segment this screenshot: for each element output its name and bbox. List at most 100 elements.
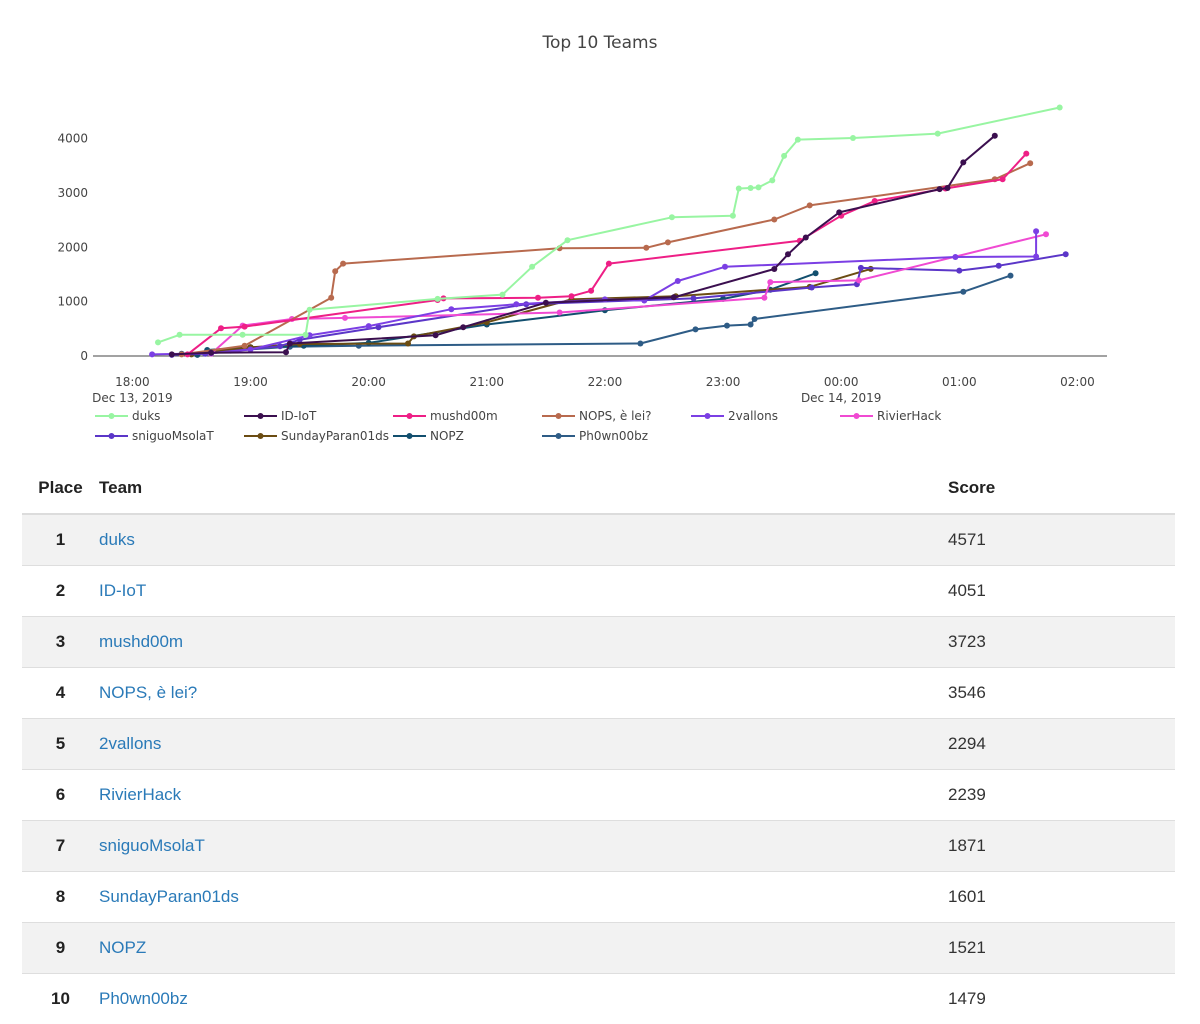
team-cell: NOPZ [99,923,948,974]
team-link[interactable]: mushd00m [99,632,183,651]
data-point [588,288,594,294]
data-point [283,349,289,355]
place-cell: 2 [22,566,99,617]
legend-item: mushd00m [393,409,498,423]
data-point [858,265,864,271]
column-header-team[interactable]: Team [99,463,948,514]
data-point [569,293,575,299]
data-point [149,351,155,357]
data-point [761,295,767,301]
data-point [328,295,334,301]
legend-item: RivierHack [840,409,941,423]
legend-item: NOPS, è lei? [542,409,652,423]
x-tick-label: 02:00 [1060,375,1095,389]
data-point [795,137,801,143]
legend-marker [854,413,860,419]
table-row: 7 sniguoMsolaT 1871 [22,821,1175,872]
column-header-score[interactable]: Score [948,463,1175,514]
data-point [960,159,966,165]
legend-marker [109,433,115,439]
table-row: 8 SundayParan01ds 1601 [22,872,1175,923]
data-point [809,285,815,291]
place-cell: 3 [22,617,99,668]
y-tick-label: 3000 [57,186,88,200]
data-point [807,202,813,208]
data-point [671,294,677,300]
data-point [177,332,183,338]
place-cell: 9 [22,923,99,974]
data-point [287,341,293,347]
team-link[interactable]: Ph0wn00bz [99,989,188,1008]
data-point [500,292,506,298]
score-cell: 3546 [948,668,1175,719]
legend-item: SundayParan01ds [244,429,389,443]
data-point [756,184,762,190]
data-point [752,316,758,322]
data-point [242,324,248,330]
table-row: 4 NOPS, è lei? 3546 [22,668,1175,719]
team-link[interactable]: SundayParan01ds [99,887,239,906]
scoreboard-rows: 1 duks 4571 2 ID-IoT 4051 3 mushd00m 372… [22,514,1175,1024]
legend-label: RivierHack [877,409,941,423]
team-link[interactable]: 2vallons [99,734,161,753]
table-header-row: Place Team Score [22,463,1175,514]
data-point [1033,228,1039,234]
series-layer [149,105,1069,358]
place-cell: 8 [22,872,99,923]
team-link[interactable]: duks [99,530,135,549]
data-point [242,343,248,349]
series-mushd00m [185,151,1030,358]
team-link[interactable]: sniguoMsolaT [99,836,205,855]
team-link[interactable]: NOPZ [99,938,146,957]
data-point [856,277,862,283]
series-line [188,154,1027,355]
x-tick-label: 21:00 [469,375,504,389]
data-point [771,266,777,272]
data-point [813,270,819,276]
data-point [748,322,754,328]
data-point [155,339,161,345]
y-tick-label: 2000 [57,240,88,254]
data-point [1023,151,1029,157]
team-link[interactable]: ID-IoT [99,581,146,600]
data-point [850,135,856,141]
team-link[interactable]: RivierHack [99,785,181,804]
y-tick-label: 0 [80,349,88,363]
data-point [665,239,671,245]
legend-item: ID-IoT [244,409,317,423]
x-tick-label: 20:00 [351,375,386,389]
team-link[interactable]: NOPS, è lei? [99,683,197,702]
series-line [172,136,995,355]
chart-title: Top 10 Teams [542,33,658,53]
series-rivierhack [208,231,1049,356]
data-point [218,325,224,331]
data-point [433,332,439,338]
score-cell: 2294 [948,719,1175,770]
score-cell: 4571 [948,514,1175,566]
data-point [513,301,519,307]
data-point [366,323,372,329]
data-point [643,245,649,251]
data-point [771,217,777,223]
data-point [529,264,535,270]
data-point [303,332,309,338]
place-cell: 4 [22,668,99,719]
data-point [996,263,1002,269]
data-point [1063,251,1069,257]
score-cell: 1871 [948,821,1175,872]
table-row: 1 duks 4571 [22,514,1175,566]
team-cell: ID-IoT [99,566,948,617]
team-cell: mushd00m [99,617,948,668]
column-header-place[interactable]: Place [22,463,99,514]
data-point [169,351,175,357]
table-row: 2 ID-IoT 4051 [22,566,1175,617]
legend-item: NOPZ [393,429,464,443]
data-point [460,324,466,330]
data-point [1043,231,1049,237]
legend-marker [556,413,562,419]
data-point [1033,254,1039,260]
x-tick-label: 01:00 [942,375,977,389]
